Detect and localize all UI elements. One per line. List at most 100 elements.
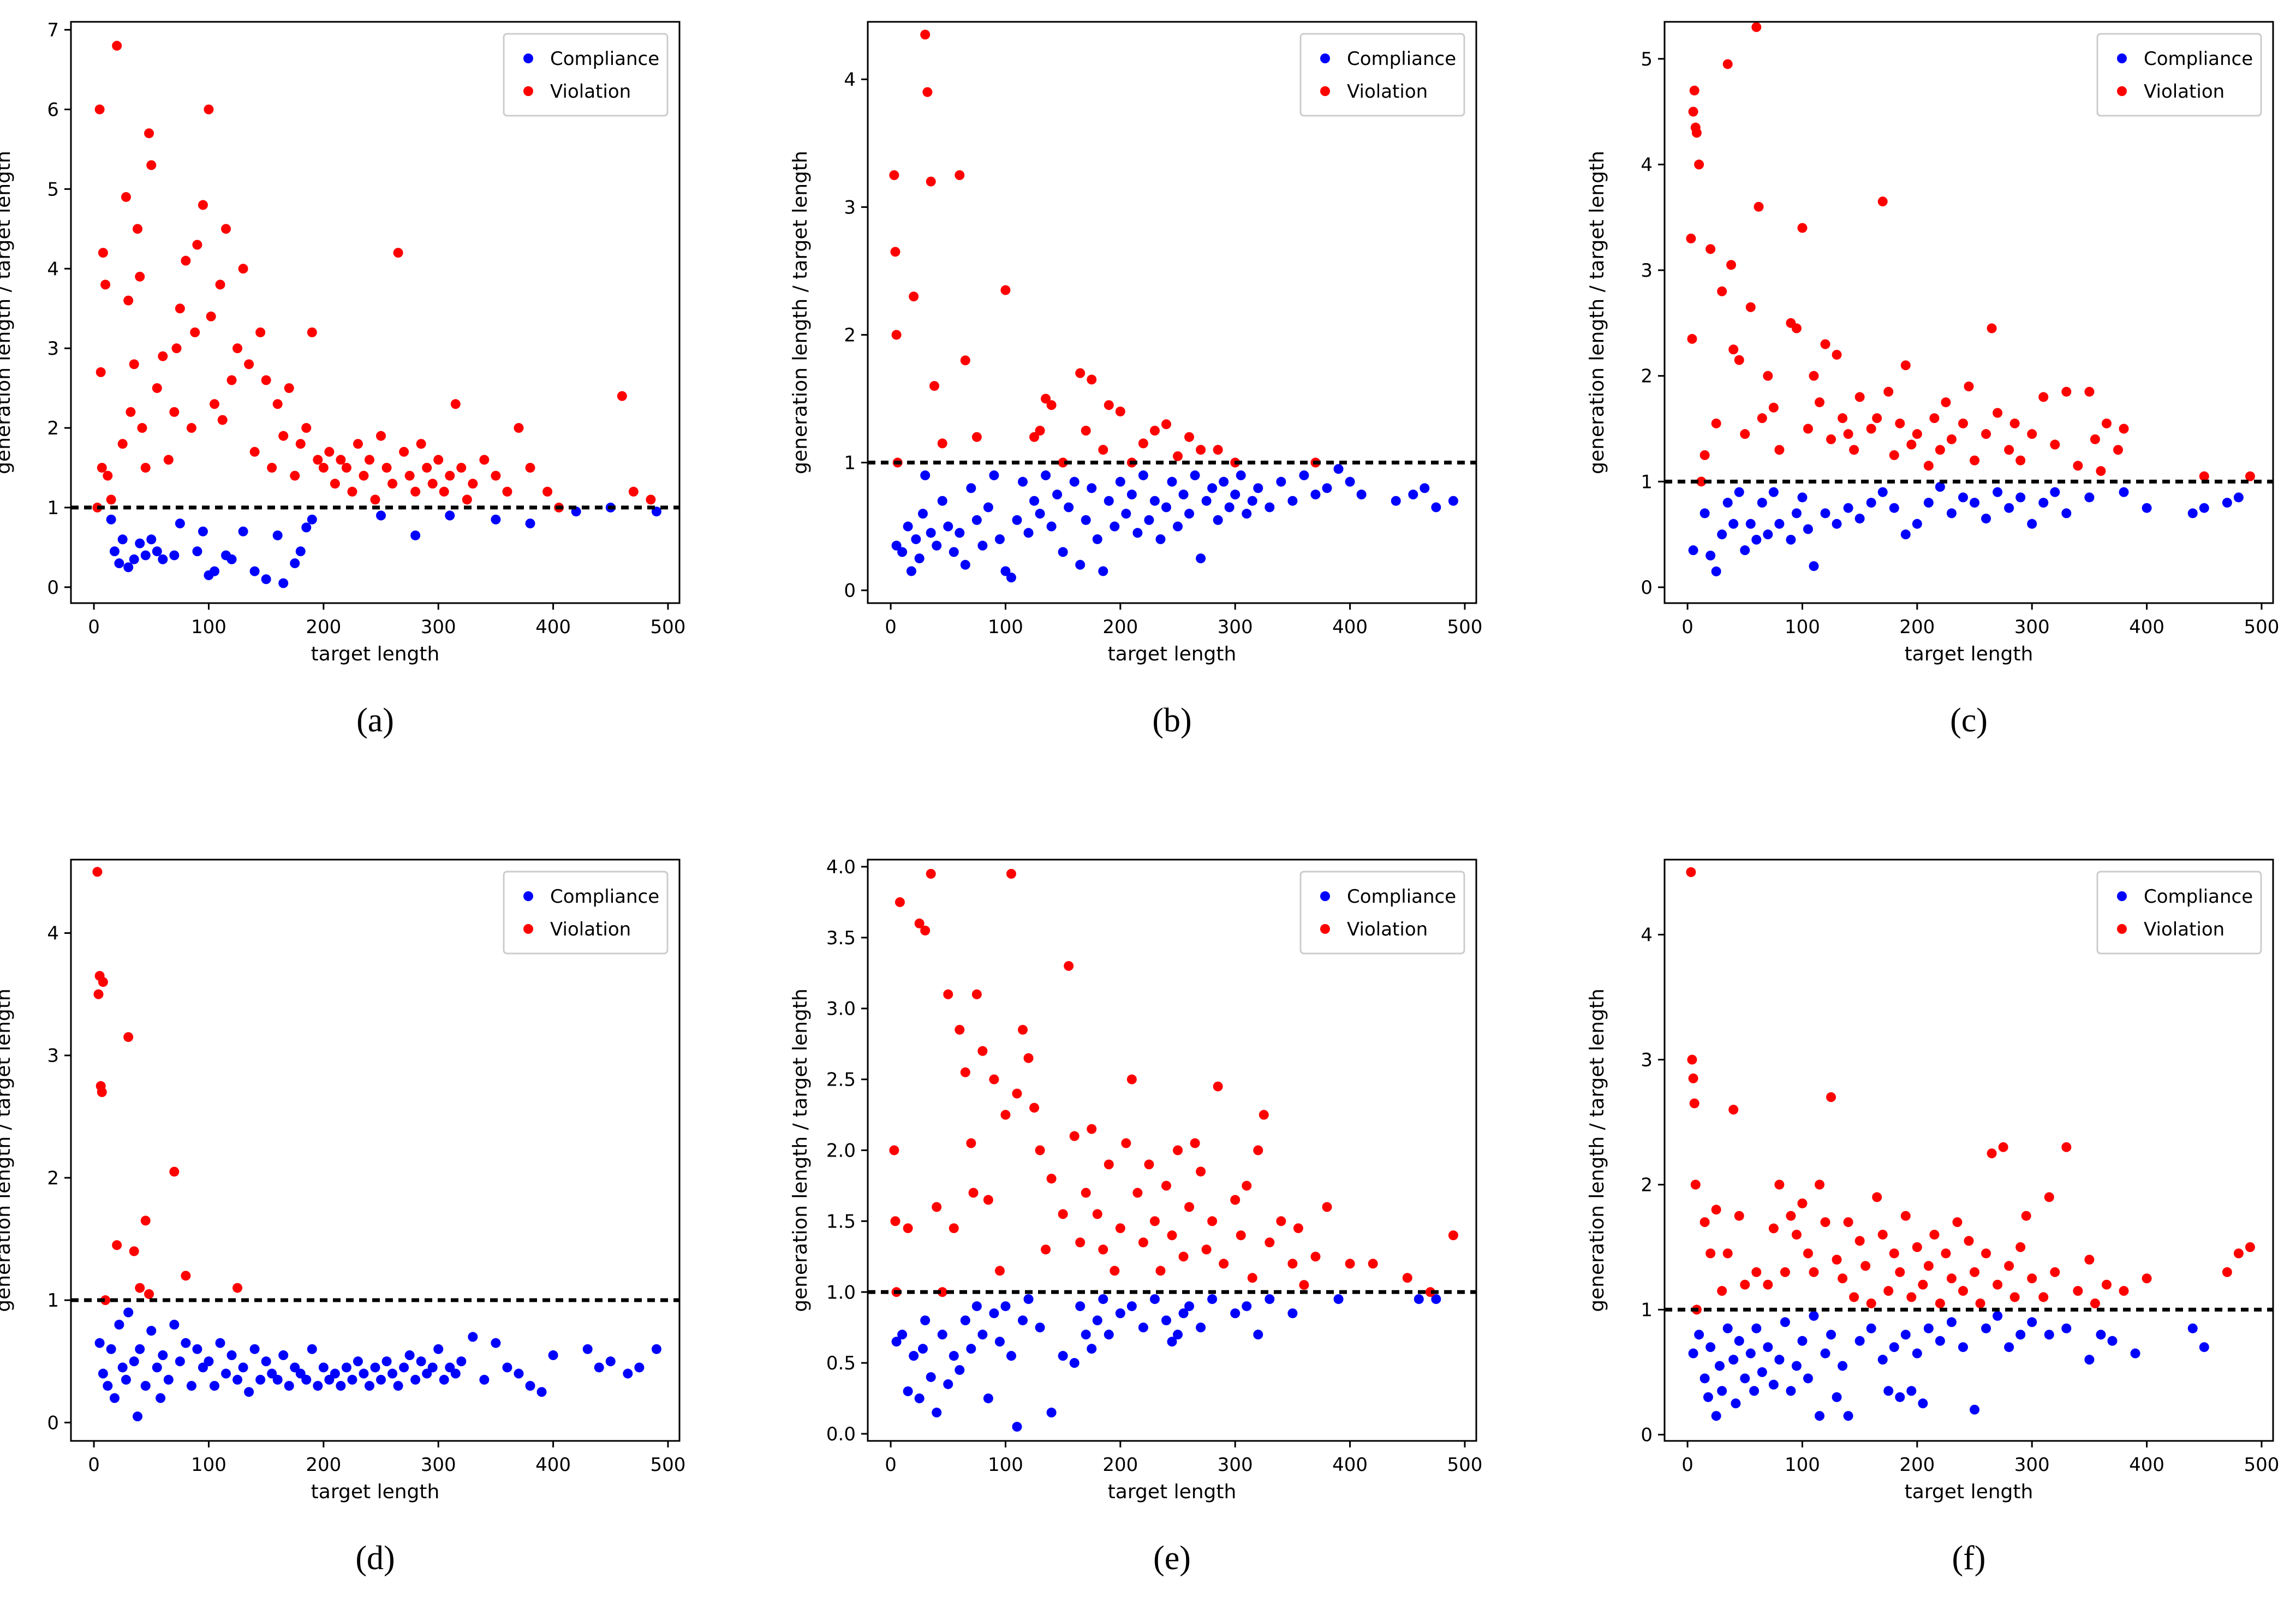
compliance-point: [1866, 498, 1876, 508]
violation-point: [646, 494, 656, 505]
violation-point: [1196, 1166, 1206, 1177]
y-tick-label: 3: [47, 1045, 59, 1067]
compliance-point: [1923, 1323, 1934, 1333]
violation-point: [971, 989, 982, 999]
compliance-point: [1064, 502, 1074, 513]
violation-point: [1029, 432, 1040, 442]
compliance-point: [1774, 1355, 1785, 1365]
legend-label-compliance: Compliance: [550, 48, 659, 70]
compliance-point: [290, 558, 300, 569]
violation-point: [1854, 1236, 1865, 1246]
compliance-point: [1797, 1336, 1808, 1346]
compliance-point: [983, 502, 993, 513]
compliance-point: [1138, 1322, 1148, 1333]
violation-point: [1689, 85, 1699, 96]
compliance-point: [410, 530, 421, 540]
y-tick-label: 5: [47, 178, 59, 200]
compliance-point: [897, 547, 908, 557]
violation-point: [1691, 128, 1702, 138]
violation-point: [1126, 1074, 1137, 1084]
y-tick-label: 1: [47, 497, 59, 519]
violation-point: [2061, 386, 2072, 397]
compliance-point: [1699, 508, 1710, 519]
violation-point: [1786, 1211, 1796, 1221]
violation-point: [1815, 1179, 1825, 1190]
violation-point: [1981, 1248, 1991, 1259]
chart-panel-f: 0 100 200 300 400 500 0 1 2 3 4 target length genera…: [1586, 859, 2279, 1503]
compliance-point: [249, 566, 260, 576]
panel-caption-c: (c): [1950, 702, 1988, 739]
y-axis-label: generation length / target length: [789, 988, 812, 1312]
legend-label-violation: Violation: [2144, 919, 2225, 940]
violation-point: [1694, 159, 1704, 170]
compliance-point: [1006, 1351, 1016, 1361]
compliance-point: [1797, 492, 1808, 503]
violation-point: [943, 989, 953, 999]
violation-point: [1803, 424, 1813, 434]
violation-point: [1087, 374, 1097, 385]
compliance-point: [1981, 514, 1991, 524]
violation-point: [628, 486, 639, 497]
compliance-point: [971, 515, 982, 525]
compliance-point: [2027, 519, 2037, 529]
compliance-point: [1832, 519, 1842, 529]
violation-point: [1046, 1173, 1057, 1184]
violation-point: [135, 271, 145, 282]
violation-point: [891, 330, 902, 340]
x-tick-label: 500: [651, 616, 686, 638]
compliance-point: [1391, 496, 1401, 506]
violation-point: [894, 897, 905, 907]
compliance-point: [1069, 476, 1080, 487]
violation-point: [450, 399, 461, 409]
compliance-point: [994, 1337, 1005, 1347]
compliance-point: [433, 1344, 444, 1354]
compliance-point: [468, 1332, 478, 1342]
violation-point: [971, 432, 982, 442]
compliance-point: [491, 1338, 501, 1348]
compliance-point: [146, 1326, 157, 1336]
compliance-point: [445, 510, 455, 521]
violation-point: [1843, 429, 1853, 439]
violation-point: [1144, 1159, 1154, 1170]
violation-point: [2021, 1211, 2031, 1221]
compliance-point: [1184, 1301, 1195, 1312]
plot-frame: [70, 21, 681, 604]
violation-point: [2113, 445, 2123, 455]
violation-point: [1763, 371, 1773, 381]
compliance-point: [313, 1381, 323, 1391]
violation-point: [404, 470, 415, 481]
violation-point: [462, 494, 472, 505]
legend-label-violation: Violation: [1347, 81, 1428, 103]
violation-point: [112, 40, 122, 51]
compliance-point: [1333, 1294, 1344, 1304]
x-tick-label: 500: [1447, 1454, 1483, 1476]
compliance-point: [456, 1356, 467, 1367]
y-tick-label: 2: [47, 418, 59, 439]
y-axis-label: generation length / target length: [1586, 988, 1608, 1312]
violation-point: [1041, 1244, 1051, 1255]
violation-point: [175, 303, 185, 314]
violation-point: [169, 1166, 180, 1177]
violation-point: [301, 423, 312, 433]
violation-point: [1751, 22, 1762, 32]
violation-point: [209, 399, 219, 409]
x-axis-label: target length: [311, 643, 440, 665]
compliance-point: [123, 1307, 134, 1318]
violation-point: [1253, 1145, 1263, 1155]
violation-point: [295, 439, 306, 449]
compliance-point: [181, 1338, 191, 1348]
compliance-point: [1287, 496, 1298, 506]
compliance-point: [261, 1356, 271, 1367]
legend-marker-violation: [1320, 86, 1330, 96]
violation-point: [1838, 413, 1848, 424]
violation-point: [1104, 1159, 1114, 1170]
violation-point: [1826, 1092, 1836, 1103]
compliance-point: [891, 540, 902, 551]
compliance-point: [267, 1368, 277, 1379]
compliance-point: [121, 1374, 131, 1385]
compliance-point: [1763, 1342, 1773, 1352]
compliance-point: [1745, 1348, 1756, 1358]
legend-label-compliance: Compliance: [1347, 886, 1456, 908]
violation-point: [2119, 424, 2129, 434]
compliance-point: [318, 1362, 329, 1373]
